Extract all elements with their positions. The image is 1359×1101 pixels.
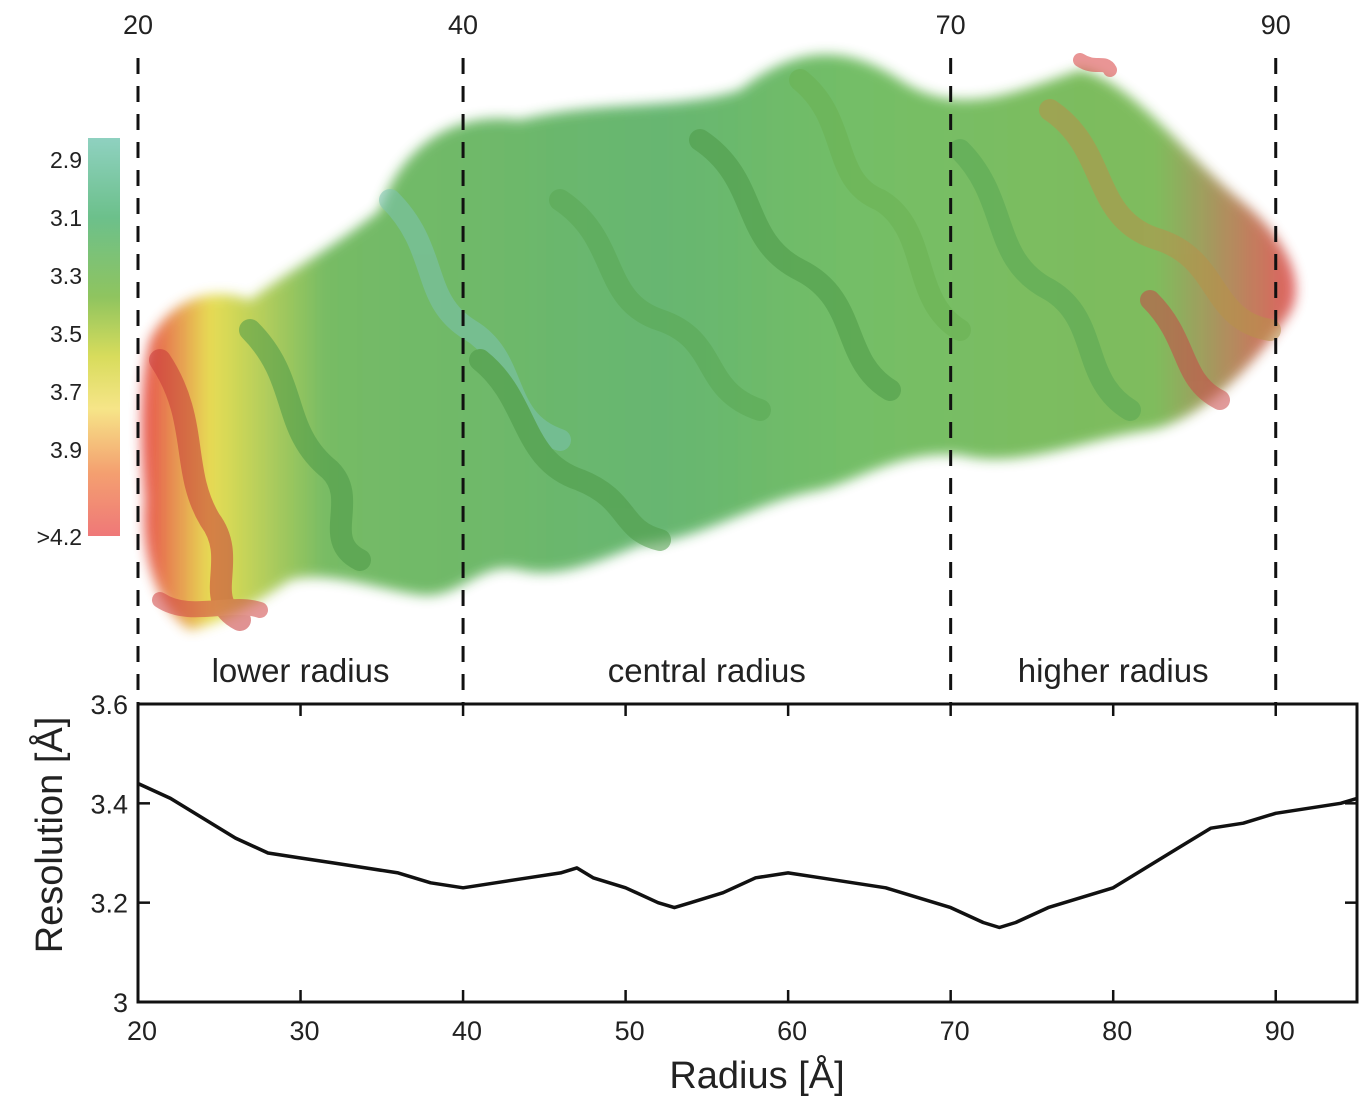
- x-axis-label: Radius [Å]: [669, 1053, 844, 1097]
- radius-dashed-lines: [136, 58, 1278, 704]
- density-tube: [152, 592, 268, 618]
- x-tick-label: 90: [1265, 1016, 1295, 1046]
- density-map-body: [141, 54, 1296, 631]
- colorbar-label: 3.9: [50, 437, 82, 463]
- density-tube: [949, 139, 1141, 421]
- x-tick-label: 20: [127, 1016, 157, 1046]
- colorbar-label: >4.2: [37, 524, 82, 550]
- x-tick-label: 60: [777, 1016, 807, 1046]
- colorbar-labels: 2.9 3.1 3.3 3.5 3.7 3.9 >4.2: [37, 147, 82, 550]
- density-tube: [549, 189, 771, 421]
- density-tube: [239, 319, 371, 571]
- y-axis-ticks: [138, 702, 1357, 1004]
- radius-dashed-label: 70: [936, 10, 966, 40]
- density-tube: [789, 69, 971, 341]
- density-tube: [149, 349, 251, 631]
- radius-region-labels: lower radius central radius higher radius: [212, 652, 1209, 689]
- y-tick-label: 3.2: [90, 889, 128, 919]
- y-tick-label: 3: [113, 988, 128, 1018]
- x-tick-label: 50: [615, 1016, 645, 1046]
- density-tube: [1073, 53, 1117, 77]
- region-label: higher radius: [1018, 652, 1209, 689]
- plot-frame: [136, 702, 1359, 1004]
- y-axis-label: Resolution [Å]: [27, 717, 71, 954]
- x-tick-label: 40: [452, 1016, 482, 1046]
- region-label: lower radius: [212, 652, 390, 689]
- radius-dashed-label: 90: [1261, 10, 1291, 40]
- resolution-chart: 20 30 40 50 60 70 80 90 3 3.2 3.4 3.6 Radius [Å] R…: [27, 690, 1359, 1097]
- density-tube: [1140, 290, 1230, 410]
- radius-dashed-label: 40: [448, 10, 478, 40]
- density-tube: [689, 129, 901, 401]
- region-label: central radius: [608, 652, 806, 689]
- y-tick-label: 3.6: [90, 690, 128, 720]
- radius-dashed-label: 20: [123, 10, 153, 40]
- colorbar-label: 3.7: [50, 379, 82, 405]
- colorbar: 2.9 3.1 3.3 3.5 3.7 3.9 >4.2: [37, 138, 120, 550]
- x-tick-label: 70: [940, 1016, 970, 1046]
- colorbar-label: 3.3: [50, 263, 82, 289]
- x-tick-label: 80: [1102, 1016, 1132, 1046]
- x-axis-tick-labels: 20 30 40 50 60 70 80 90: [127, 1016, 1295, 1046]
- y-tick-label: 3.4: [90, 789, 128, 819]
- colorbar-label: 2.9: [50, 147, 82, 173]
- density-map: [141, 53, 1296, 631]
- density-tube: [1039, 99, 1281, 341]
- colorbar-label: 3.5: [50, 321, 82, 347]
- colorbar-gradient: [88, 138, 120, 536]
- colorbar-label: 3.1: [50, 205, 82, 231]
- y-axis-tick-labels: 3 3.2 3.4 3.6: [90, 690, 128, 1018]
- density-tubes: [149, 53, 1281, 631]
- radius-dashed-labels: 20 40 70 90: [123, 10, 1291, 40]
- resolution-line: [137, 781, 1358, 930]
- density-tube: [469, 349, 671, 551]
- x-tick-label: 30: [290, 1016, 320, 1046]
- x-axis-ticks: [136, 704, 1277, 1002]
